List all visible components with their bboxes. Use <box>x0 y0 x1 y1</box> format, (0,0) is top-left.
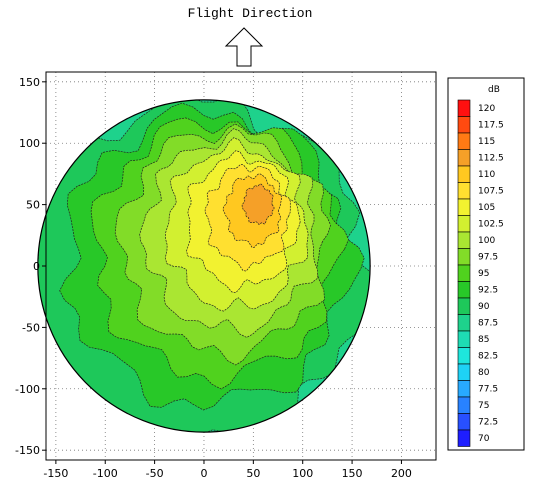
y-tick-label: -100 <box>15 383 40 396</box>
contour-level <box>241 183 275 225</box>
legend-swatch <box>457 231 471 249</box>
y-tick-label: 150 <box>19 76 40 89</box>
y-tick-label: -50 <box>22 321 40 334</box>
legend-swatch <box>457 380 471 398</box>
x-tick-label: 50 <box>246 467 260 480</box>
legend-label: 102.5 <box>478 220 504 230</box>
y-tick-label: 100 <box>19 137 40 150</box>
x-tick-label: -150 <box>43 467 68 480</box>
legend-label: 80 <box>478 368 490 378</box>
legend-swatch <box>457 314 471 332</box>
legend-swatch <box>457 429 471 447</box>
y-tick-label: 0 <box>33 260 40 273</box>
legend-label: 115 <box>478 137 495 147</box>
legend-label: 87.5 <box>478 319 498 329</box>
legend-swatch <box>457 149 471 167</box>
legend-label: 90 <box>478 302 490 312</box>
x-tick-label: -50 <box>146 467 164 480</box>
y-tick-label: 50 <box>26 199 40 212</box>
legend-title: dB <box>488 85 500 95</box>
legend-swatch <box>457 132 471 150</box>
x-axis: -150 -100 -50 0 50 100 150 200 <box>43 460 412 480</box>
legend-swatch <box>457 99 471 117</box>
legend-swatch <box>457 215 471 233</box>
legend-label: 77.5 <box>478 385 498 395</box>
flight-direction-arrow <box>224 27 264 67</box>
legend-label: 92.5 <box>478 286 498 296</box>
legend-label: 95 <box>478 269 489 279</box>
legend-label: 85 <box>478 335 489 345</box>
legend-swatch <box>457 330 471 348</box>
legend-label: 75 <box>478 401 489 411</box>
legend-label: 100 <box>478 236 495 246</box>
legend-label: 97.5 <box>478 253 498 263</box>
contour-field <box>37 99 371 433</box>
legend-swatch <box>457 281 471 299</box>
y-axis: 150 100 50 0 -50 -100 -150 <box>15 76 46 457</box>
legend-swatch <box>457 198 471 216</box>
legend-swatch <box>457 165 471 183</box>
legend-swatch <box>457 297 471 315</box>
legend-swatch <box>457 363 471 381</box>
x-tick-label: 200 <box>391 467 412 480</box>
legend-label: 110 <box>478 170 495 180</box>
legend-label: 107.5 <box>478 187 504 197</box>
x-tick-label: -100 <box>93 467 118 480</box>
legend-swatch <box>457 264 471 282</box>
legend-swatch <box>457 347 471 365</box>
legend-swatch <box>457 413 471 431</box>
legend-label: 72.5 <box>478 418 498 428</box>
legend-label: 112.5 <box>478 154 504 164</box>
x-tick-label: 150 <box>342 467 363 480</box>
legend-label: 117.5 <box>478 121 504 131</box>
legend: dB 120 117.5 115 112.5 110 107.5 105 102.5 100 97.… <box>447 77 525 451</box>
legend-label: 70 <box>478 434 490 444</box>
x-tick-label: 100 <box>292 467 313 480</box>
legend-swatch <box>457 182 471 200</box>
legend-swatch <box>457 116 471 134</box>
legend-label: 105 <box>478 203 495 213</box>
chart-title: Flight Direction <box>187 6 313 21</box>
x-tick-label: 0 <box>200 467 207 480</box>
legend-swatch <box>457 396 471 414</box>
legend-label: 82.5 <box>478 352 498 362</box>
legend-swatch <box>457 248 471 266</box>
y-tick-label: -150 <box>15 444 40 457</box>
domain-outline <box>37 99 371 433</box>
legend-label: 120 <box>478 104 495 114</box>
